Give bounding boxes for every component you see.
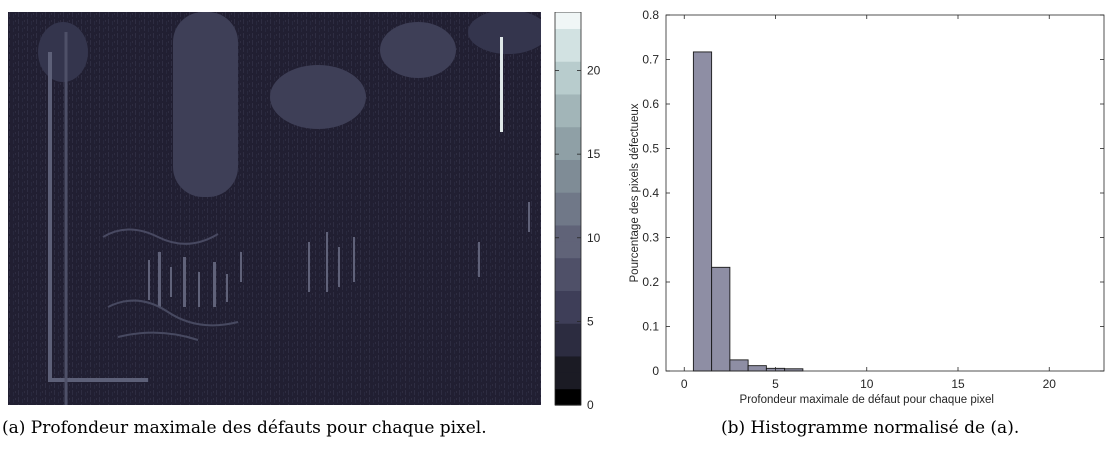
colorbar-level [555,323,581,341]
x-tick-label: 10 [860,377,874,391]
x-tick-label: 5 [772,377,779,391]
colorbar-level [555,339,581,357]
y-tick-label: 0.3 [642,231,659,245]
colorbar-frame [554,11,582,406]
colorbar-level [555,28,581,46]
colorbar-level [555,126,581,144]
colorbar-level [555,77,581,95]
y-tick-label: 0.1 [642,320,659,334]
colorbar-level [555,306,581,324]
x-tick-label: 15 [951,377,965,391]
colorbar-tick-label: 5 [587,314,594,328]
colorbar-level [555,192,581,210]
y-tick-label: 0.4 [642,186,659,200]
y-axis-label: Pourcentage des pixels défectueux [629,103,641,282]
colorbar-level [555,355,581,373]
colorbar-tick-label: 15 [587,147,601,161]
x-axis-label: Profondeur maximale de défaut pour chaqu… [740,394,994,406]
y-tick-label: 0.5 [642,142,659,156]
colorbar-level [555,61,581,79]
histogram-bar [692,51,713,372]
colorbar-level [555,93,581,111]
y-tick-label: 0.7 [642,53,659,67]
colorbar-level [555,175,581,193]
colorbar-tick-label: 10 [587,231,601,245]
colorbar-level [555,290,581,308]
plot-area [666,15,1104,371]
colorbar-level [555,224,581,242]
colorbar-level [555,208,581,226]
caption-b: (b) Histogramme normalisé de (a). [721,418,1020,438]
colorbar-level [555,159,581,177]
colorbar-level [555,257,581,275]
x-tick-label: 20 [1043,377,1057,391]
histogram-chart: 0 5 10 15 20 0 0.1 0.2 0.3 0.4 0.5 0.6 0.7 0.8 Profond… [620,6,1110,411]
x-tick-label: 0 [681,377,688,391]
defect-depth-map [8,12,541,405]
colorbar-level [555,12,581,29]
y-tick-label: 0.8 [642,8,659,22]
colorbar-level [555,44,581,62]
colorbar-level [555,110,581,128]
histogram-bar [711,266,731,372]
y-tick-label: 0.6 [642,97,659,111]
colorbar-svg: 0 5 10 15 20 [554,11,601,412]
colorbar-level [555,241,581,259]
colorbar-level [555,388,581,406]
colorbar-level [555,143,581,160]
colorbar-level [555,372,581,390]
histogram-svg: 0 5 10 15 20 0 0.1 0.2 0.3 0.4 0.5 0.6 0.7 0.8 Profond… [629,8,1105,406]
defect-depth-map-render [8,12,541,405]
colorbar-tick-label: 0 [587,398,594,412]
y-tick-label: 0 [652,364,659,378]
y-tick-label: 0.2 [642,275,659,289]
histogram-bar [729,359,749,372]
caption-a: (a) Profondeur maximale des défauts pour… [2,418,487,438]
colorbar: 0 5 10 15 20 [554,11,614,417]
colorbar-level [555,274,581,291]
histogram-bar [747,365,767,372]
colorbar-tick-label: 20 [587,64,601,78]
